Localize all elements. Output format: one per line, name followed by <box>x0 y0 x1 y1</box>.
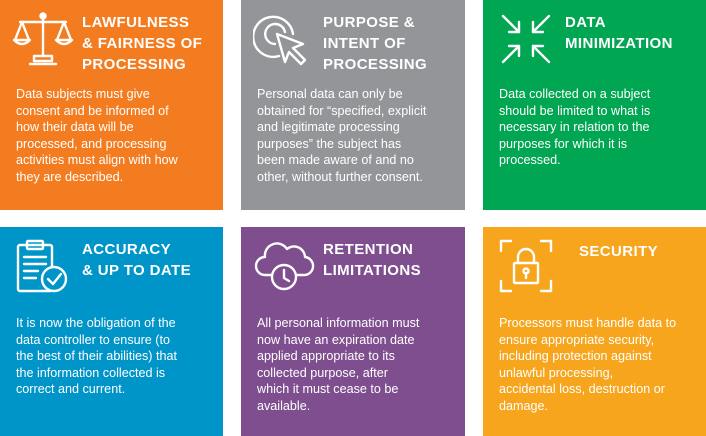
card-title: Accuracy & Up to Date <box>82 241 191 279</box>
card-description: Personal data can only be obtained for “… <box>257 87 427 184</box>
lock-icon <box>495 237 557 295</box>
card-purpose: Purpose & Intent of Processing Personal … <box>241 0 465 210</box>
card-minimization: Data Minimization Data collected on a su… <box>483 0 706 210</box>
card-description: It is now the obligation of the data con… <box>16 316 178 396</box>
card-title: Retention Limitations <box>323 241 421 279</box>
scales-icon <box>12 10 74 68</box>
cursor-target-icon <box>252 10 315 68</box>
card-description: All personal information must now have a… <box>257 316 420 413</box>
card-title: Security <box>579 243 659 260</box>
card-description: Data subjects must give consent and be i… <box>16 87 178 184</box>
card-security: Security Processors must handle data to … <box>483 227 706 436</box>
cloud-clock-icon <box>253 237 315 295</box>
card-title: Lawfulness & Fairness of Processing <box>82 14 203 73</box>
card-title: Data Minimization <box>565 14 673 52</box>
clipboard-check-icon <box>12 237 74 295</box>
card-accuracy: Accuracy & Up to Date It is now the obli… <box>0 227 223 436</box>
card-title: Purpose & Intent of Processing <box>323 14 428 73</box>
card-retention: Retention Limitations All personal infor… <box>241 227 465 436</box>
compress-arrows-icon <box>495 10 557 68</box>
card-description: Data collected on a subject should be li… <box>499 87 651 167</box>
card-description: Processors must handle data to ensure ap… <box>499 316 677 413</box>
card-lawfulness: Lawfulness & Fairness of Processing Data… <box>0 0 223 210</box>
